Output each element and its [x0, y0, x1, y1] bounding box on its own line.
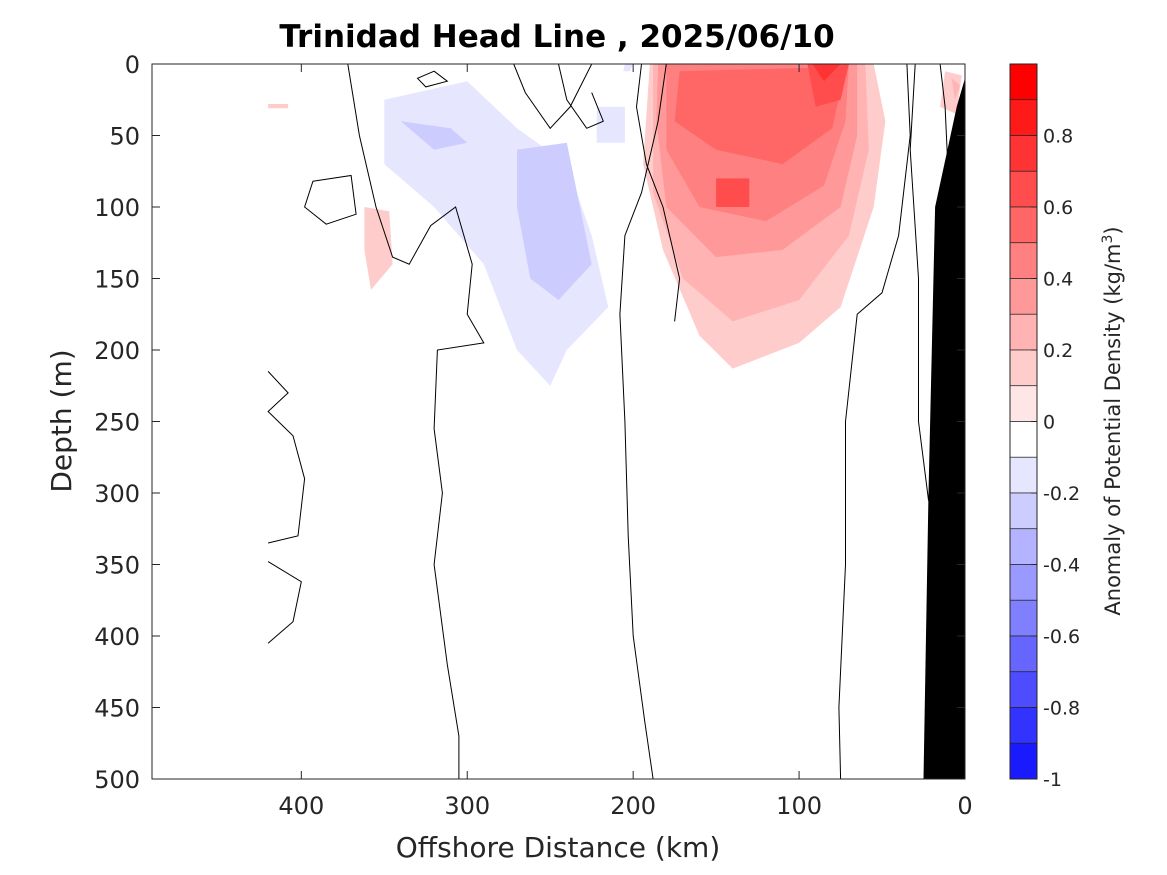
zero-contour-lines	[267, 64, 949, 779]
y-tick-label: 50	[109, 123, 140, 151]
colorbar-segment	[1009, 99, 1038, 136]
zero-contour-line	[558, 64, 604, 129]
zero-contour-line	[267, 561, 302, 644]
colorbar-segment	[1009, 564, 1038, 601]
y-tick-label: 150	[94, 266, 140, 294]
contour-fill-region	[268, 104, 289, 109]
bathymetry-shape	[923, 78, 965, 779]
zero-contour-line	[635, 64, 681, 322]
colorbar-segment	[1009, 671, 1038, 708]
colorbar-segment	[1009, 170, 1038, 208]
colorbar-segment	[1009, 635, 1038, 673]
contour-fill-region	[364, 207, 393, 290]
chart-title: Trinidad Head Line , 2025/06/10	[279, 19, 834, 55]
y-tick-label: 400	[94, 623, 140, 651]
contour-fill-region	[812, 64, 841, 82]
colorbar-segment	[1009, 242, 1038, 279]
x-tick-label: 300	[444, 792, 490, 820]
zero-contour-line	[267, 371, 306, 544]
colorbar-tick-label: -0.2	[1043, 483, 1080, 505]
contour-fill-region	[596, 106, 625, 143]
y-tick-label: 0	[125, 51, 140, 79]
colorbar-label-main: Anomaly of Potential Density (kg/m	[1101, 244, 1125, 616]
y-tick-label: 450	[94, 695, 140, 723]
x-tick-label: 400	[278, 792, 324, 820]
colorbar-segment	[1009, 742, 1038, 780]
colorbar-ticks: 0.8 0.6 0.4 0.2 0 -0.2 -0.4 -0.6 -0.8 -1	[1031, 126, 1080, 791]
y-tick-label: 250	[94, 409, 140, 437]
colorbar-segment	[1009, 135, 1038, 172]
contour-fill-region	[623, 64, 634, 72]
colorbar-segment	[1009, 492, 1038, 530]
x-tick-label: 100	[776, 792, 822, 820]
contour-fill-region	[716, 178, 750, 207]
contour-fill-region	[400, 121, 468, 150]
colorbar-label-end: )	[1101, 226, 1125, 234]
contour-fill-region	[674, 66, 846, 165]
x-axis-label: Offshore Distance (km)	[396, 831, 721, 864]
colorbar-tick-label: -0.6	[1043, 626, 1080, 648]
colorbar-segment	[1009, 599, 1038, 637]
colorbar-segment	[1009, 456, 1038, 494]
zero-contour-line	[416, 70, 449, 88]
colorbar-segment	[1009, 206, 1038, 244]
colorbar-segment	[1009, 707, 1038, 744]
y-axis-ticks: 0 50 100 150 200 250 300 350 400 450 500	[94, 51, 965, 794]
colorbar-segment	[1009, 421, 1038, 458]
y-tick-label: 500	[94, 766, 140, 794]
zero-contour-line	[838, 64, 911, 779]
y-axis-label: Depth (m)	[45, 349, 78, 492]
colorbar-tick-label: -0.4	[1043, 555, 1080, 577]
contour-fill-region	[940, 71, 962, 115]
zero-contour-line	[513, 64, 593, 130]
colorbar-tick-label: 0.6	[1043, 197, 1073, 219]
y-tick-label: 200	[94, 337, 140, 365]
colorbar	[1009, 63, 1038, 780]
colorbar-segment	[1009, 313, 1038, 351]
y-tick-label: 300	[94, 480, 140, 508]
x-tick-label: 0	[957, 792, 972, 820]
colorbar-tick-label: -1	[1043, 769, 1062, 791]
colorbar-label-superscript: 3	[1100, 235, 1116, 244]
colorbar-label: Anomaly of Potential Density (kg/m3)	[1100, 226, 1125, 615]
colorbar-tick-label: 0.2	[1043, 340, 1073, 362]
zero-contour-line	[347, 64, 485, 779]
colorbar-tick-label: 0.8	[1043, 126, 1073, 148]
contour-fill-region	[517, 142, 592, 300]
colorbar-segment	[1009, 349, 1038, 387]
colorbar-tick-label: -0.8	[1043, 698, 1080, 720]
y-tick-label: 100	[94, 194, 140, 222]
x-axis-ticks: 400 300 200 100 0	[278, 64, 973, 820]
colorbar-segment	[1009, 63, 1038, 101]
plot-area	[152, 64, 965, 779]
colorbar-segment	[1009, 528, 1038, 565]
filled-contours	[268, 64, 962, 386]
colorbar-tick-label: 0.4	[1043, 269, 1073, 291]
colorbar-segment	[1009, 385, 1038, 422]
zero-contour-line	[619, 64, 667, 779]
x-tick-label: 200	[610, 792, 656, 820]
contour-fill-region	[807, 64, 849, 107]
colorbar-segment	[1009, 278, 1038, 315]
contour-fill-region	[951, 78, 960, 100]
zero-contour-line	[304, 174, 357, 225]
colorbar-tick-label: 0	[1043, 412, 1055, 434]
seafloor-bathymetry	[923, 78, 965, 779]
y-tick-label: 350	[94, 552, 140, 580]
